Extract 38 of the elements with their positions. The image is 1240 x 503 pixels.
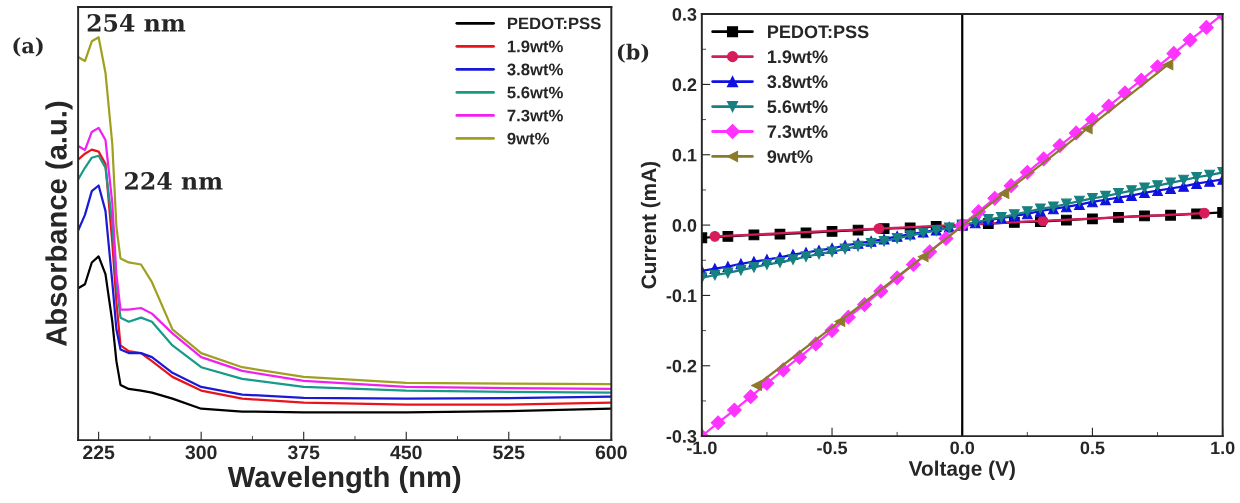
x-tick-label: 1.0 <box>1211 441 1235 455</box>
text: (a) <box>13 37 43 57</box>
legend-label: 7.3wt% <box>767 125 828 139</box>
legend-label: 7.3wt% <box>507 109 563 122</box>
y-tick-label: -0.2 <box>666 359 697 373</box>
x-tick-label: 375 <box>287 445 320 460</box>
x-tick-label: 450 <box>390 445 422 460</box>
legend-label: PEDOT:PSS <box>507 17 601 30</box>
y-axis-title: Absorbance (a.u.) <box>45 101 73 347</box>
y-tick-label: 0.2 <box>672 78 697 92</box>
legend-label: 9wt% <box>507 132 550 145</box>
text: (b) <box>617 43 649 63</box>
legend-label: 3.8wt% <box>507 63 563 76</box>
x-tick-label: 0.5 <box>1080 441 1105 455</box>
y-tick-label: 0.0 <box>672 219 697 232</box>
annotation: 224 nm <box>125 172 223 190</box>
x-tick-label: 0.0 <box>950 441 975 455</box>
y-tick-label: -0.3 <box>666 430 697 443</box>
x-tick-label: 300 <box>185 445 217 460</box>
legend-label: 3.8wt% <box>767 75 828 89</box>
x-tick-label: 525 <box>493 445 525 460</box>
text: 254 nm <box>87 13 186 32</box>
y-tick-label: 0.3 <box>672 8 697 21</box>
x-axis-title: Wavelength (nm) <box>227 465 461 494</box>
x-axis-title: Voltage (V) <box>908 460 1015 481</box>
x-tick-label: 600 <box>595 445 627 460</box>
y-tick-label: -0.1 <box>666 289 697 303</box>
y-axis-title: Current (mA) <box>640 161 661 289</box>
legend-label: 1.9wt% <box>767 50 828 64</box>
legend-label: 5.6wt% <box>767 100 828 114</box>
x-tick-label: -0.5 <box>817 441 848 455</box>
x-tick-label: 225 <box>83 445 115 460</box>
legend-label: 1.9wt% <box>507 40 563 53</box>
legend-label: PEDOT:PSS <box>768 25 869 39</box>
y-tick-label: 0.1 <box>672 148 697 162</box>
legend-label: 5.6wt% <box>507 86 563 99</box>
legend-label: 9wt% <box>767 150 813 163</box>
x-tick-label: -1.0 <box>686 441 717 455</box>
